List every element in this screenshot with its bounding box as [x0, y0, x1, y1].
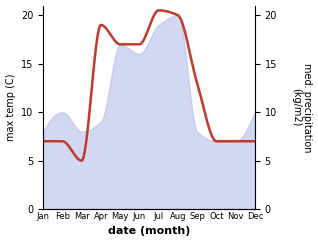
Y-axis label: med. precipitation
(kg/m2): med. precipitation (kg/m2)	[291, 63, 313, 152]
X-axis label: date (month): date (month)	[108, 227, 190, 236]
Y-axis label: max temp (C): max temp (C)	[5, 74, 16, 141]
